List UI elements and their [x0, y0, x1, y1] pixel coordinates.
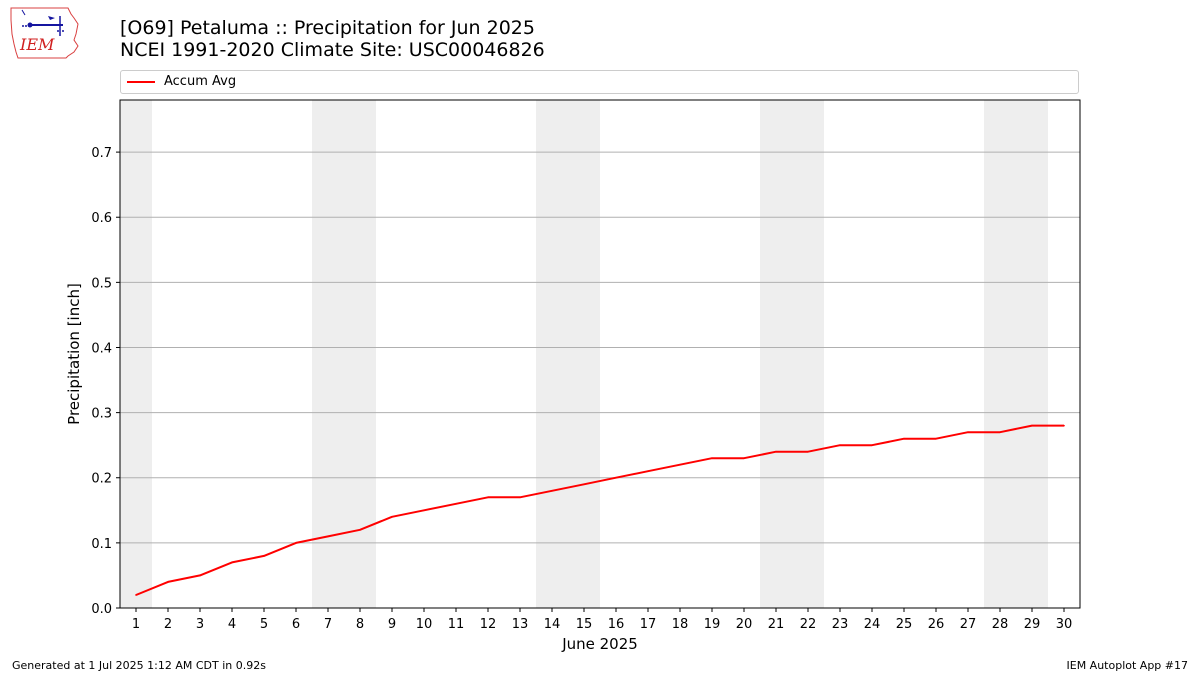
data-point: [711, 457, 713, 460]
y-tick-label: 0.4: [91, 341, 112, 356]
x-tick-label: 2: [164, 617, 172, 632]
weekend-band: [312, 100, 376, 608]
y-axis: 0.0 0.1 0.2 0.3 0.4 0.5 0.6 0.7: [91, 146, 120, 617]
y-tick-label: 0.7: [91, 146, 112, 161]
series-layer: [135, 424, 1065, 596]
y-axis-label: Precipitation [inch]: [65, 283, 83, 425]
data-point: [167, 581, 169, 583]
x-tick-label: 11: [448, 617, 465, 632]
x-tick-label: 30: [1056, 617, 1073, 632]
weekend-band: [760, 100, 824, 608]
data-point: [935, 437, 937, 440]
data-point: [839, 444, 841, 446]
x-tick-label: 1: [132, 617, 140, 632]
x-tick-label: 10: [416, 617, 433, 632]
x-tick-label: 6: [292, 617, 300, 632]
x-tick-label: 18: [672, 617, 689, 632]
y-tick-label: 0.6: [91, 211, 112, 226]
x-axis-label: June 2025: [561, 635, 638, 653]
legend-swatch-accum-avg: [127, 81, 155, 83]
legend: Accum Avg: [120, 70, 1079, 94]
x-tick-label: 5: [260, 617, 268, 632]
data-point: [679, 463, 681, 466]
data-point: [551, 489, 553, 492]
data-point: [295, 542, 297, 544]
x-tick-label: 28: [992, 617, 1009, 632]
weather-station-icon: [21, 9, 64, 36]
data-point: [615, 476, 617, 479]
x-tick-label: 13: [512, 617, 529, 632]
weekend-band: [984, 100, 1048, 608]
x-tick-label: 19: [704, 617, 721, 632]
x-tick-label: 26: [928, 617, 945, 632]
data-point: [455, 502, 457, 505]
data-point: [999, 431, 1001, 433]
y-tick-label: 0.2: [91, 472, 112, 487]
weekend-band: [536, 100, 600, 608]
data-point: [807, 450, 809, 453]
x-axis: 1 2 3 4 5 6 7 8 9 10 11 12 13 14 15 16 17 18 19 20 21 22 23 24 2…: [132, 608, 1072, 632]
y-tick-label: 0.5: [91, 276, 112, 291]
data-point: [1063, 424, 1065, 427]
weekend-band: [120, 100, 152, 608]
x-tick-label: 9: [388, 617, 396, 632]
x-tick-label: 17: [640, 617, 657, 632]
iem-logo: IEM: [10, 7, 79, 59]
x-tick-label: 24: [864, 617, 881, 632]
data-point: [583, 483, 585, 486]
x-tick-label: 8: [356, 617, 364, 632]
x-tick-label: 16: [608, 617, 625, 632]
x-tick-label: 23: [832, 617, 849, 632]
x-tick-label: 27: [960, 617, 977, 632]
data-point: [199, 574, 201, 577]
x-tick-label: 12: [480, 617, 497, 632]
data-point: [327, 535, 329, 538]
legend-label-accum-avg: Accum Avg: [164, 74, 237, 89]
x-tick-label: 15: [576, 617, 593, 632]
x-tick-label: 21: [768, 617, 785, 632]
generated-timestamp: Generated at 1 Jul 2025 1:12 AM CDT in 0…: [12, 659, 266, 672]
data-point: [391, 516, 393, 518]
data-point: [263, 555, 265, 557]
x-tick-label: 25: [896, 617, 913, 632]
data-point: [647, 470, 649, 473]
x-tick-label: 3: [196, 617, 204, 632]
x-tick-label: 7: [324, 617, 332, 632]
app-credit: IEM Autoplot App #17: [1066, 659, 1189, 672]
chart-title: [O69] Petaluma :: Precipitation for Jun …: [120, 17, 535, 39]
weekend-bands: [120, 100, 1048, 608]
x-tick-label: 22: [800, 617, 817, 632]
x-tick-label: 20: [736, 617, 753, 632]
y-tick-label: 0.3: [91, 407, 112, 422]
series-line-accum-avg: [135, 424, 1064, 596]
data-point: [135, 594, 137, 596]
data-point: [871, 444, 873, 446]
x-tick-label: 29: [1024, 617, 1041, 632]
data-point: [967, 431, 969, 433]
x-tick-label: 4: [228, 617, 236, 632]
logo-text: IEM: [19, 35, 55, 54]
data-point: [519, 496, 521, 499]
data-point: [1031, 424, 1033, 427]
chart-subtitle: NCEI 1991-2020 Climate Site: USC00046826: [120, 39, 545, 61]
y-tick-label: 0.0: [91, 602, 112, 617]
plot-frame: [119, 99, 1081, 609]
data-point: [903, 437, 905, 440]
x-tick-label: 14: [544, 617, 561, 632]
data-point: [231, 561, 233, 564]
data-point: [487, 496, 489, 499]
y-tick-label: 0.1: [91, 537, 112, 552]
data-point: [743, 457, 745, 460]
data-point: [775, 450, 777, 453]
data-point: [423, 509, 425, 512]
data-point: [359, 529, 361, 531]
